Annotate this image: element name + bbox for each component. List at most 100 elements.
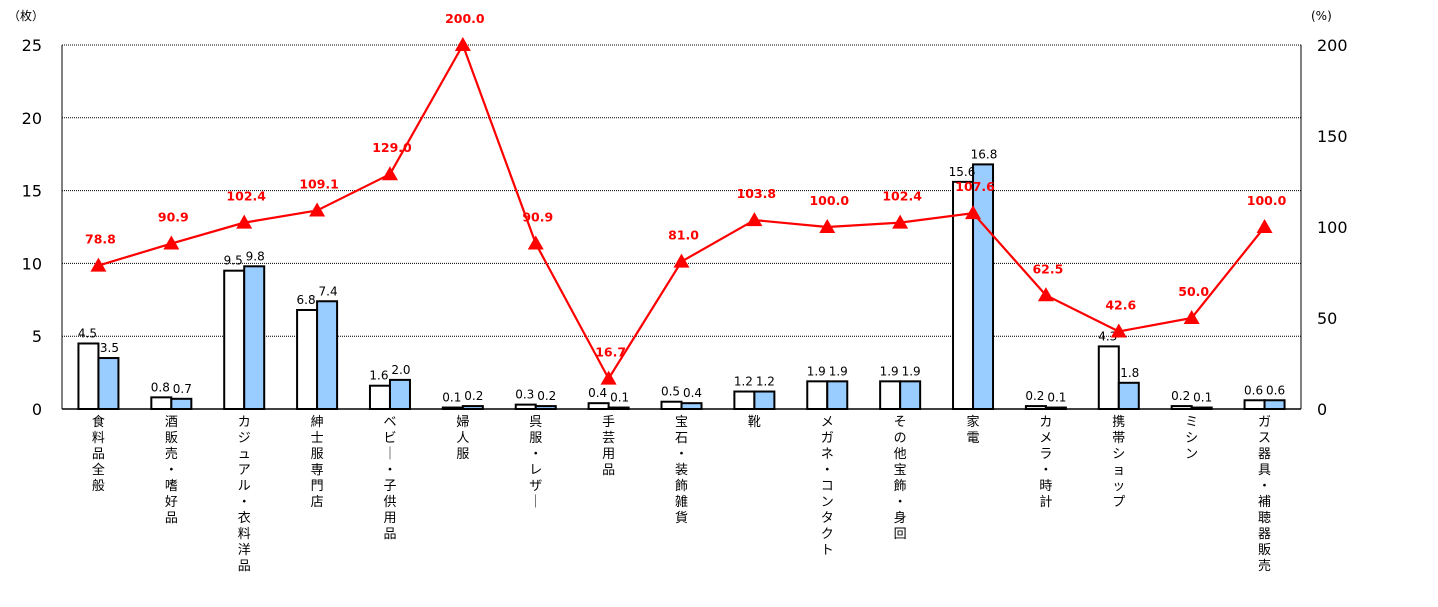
- bar-value-label-b: 0.1: [1193, 391, 1212, 405]
- category-label: 婦人服: [456, 414, 469, 462]
- bar-series-a: [77, 342, 100, 411]
- bar-value-label-a: 0.8: [151, 380, 170, 394]
- bar-value-label-b: 9.8: [246, 249, 265, 263]
- category-label-glyph: 服: [311, 447, 324, 462]
- category-label-glyph: ・: [238, 495, 251, 510]
- category-label-glyph: 婦: [456, 414, 469, 430]
- ratio-value-label: 42.6: [1105, 297, 1136, 312]
- ratio-marker: [600, 370, 617, 385]
- category-label-glyph: ベ: [383, 415, 396, 430]
- category-label-glyph: 靴: [748, 415, 761, 430]
- category-label-glyph: 手: [602, 415, 615, 430]
- bar-series-b: [170, 397, 193, 411]
- bar-series-a: [1170, 405, 1193, 411]
- bar-value-label-a: 1.2: [734, 375, 753, 389]
- category-label-glyph: 全: [92, 462, 105, 478]
- category-label-glyph: 好: [165, 495, 178, 510]
- bar-series-b: [461, 405, 484, 411]
- bar-series-b: [972, 163, 995, 410]
- category-label-glyph: 計: [1039, 494, 1052, 510]
- category-label-glyph: 売: [165, 446, 178, 462]
- category-label-glyph: カ: [1039, 415, 1052, 430]
- category-label-glyph: 宝: [894, 463, 907, 478]
- bar-value-label-b: 0.4: [683, 386, 702, 400]
- ratio-value-label: 107.6: [955, 179, 995, 194]
- category-label-glyph: ッ: [1112, 479, 1125, 494]
- category-label-glyph: 器: [1258, 527, 1271, 542]
- category-label-glyph: ガ: [1258, 415, 1271, 430]
- category-label-glyph: ・: [1039, 463, 1052, 478]
- ratio-value-label: 90.9: [522, 210, 553, 225]
- bar-series-b: [826, 380, 849, 410]
- ratio-marker: [454, 37, 471, 51]
- category-label-glyph: 嗜: [165, 479, 178, 494]
- ratio-line: [90, 37, 1273, 385]
- bar-value-label-a: 15.6: [949, 165, 976, 179]
- category-label-glyph: 人: [456, 431, 469, 446]
- ratio-value-label: 62.5: [1032, 261, 1063, 276]
- category-label-glyph: 芸: [602, 430, 615, 446]
- category-label-glyph: ト: [821, 543, 834, 558]
- category-label-glyph: 子: [383, 479, 396, 494]
- category-label: 酒販売・嗜好品: [165, 415, 178, 526]
- ratio-labels: 78.8 90.9 102.4 109.1 129.0 200.0 90.9 16.7 81.0…: [85, 11, 1287, 360]
- ratio-marker: [746, 212, 763, 227]
- bar-value-label-a: 4.3: [1098, 329, 1117, 343]
- category-label-glyph: レ: [529, 463, 542, 478]
- category-label-glyph: ュ: [238, 447, 251, 462]
- category-label-glyph: ・: [675, 447, 688, 462]
- category-label-glyph: 酒: [165, 415, 178, 430]
- ratio-value-label: 109.1: [299, 176, 339, 191]
- category-label-glyph: 食: [92, 414, 105, 430]
- ratio-marker: [673, 253, 690, 268]
- category-label-glyph: 品: [92, 447, 105, 462]
- bar-value-label-b: 1.2: [756, 375, 775, 389]
- category-label-glyph: 電: [967, 431, 980, 446]
- category-label-glyph: 料: [92, 431, 105, 446]
- category-label-glyph: 品: [165, 511, 178, 526]
- bar-value-label-b: 1.9: [829, 364, 848, 378]
- bar-series-a: [1243, 399, 1266, 411]
- bar-value-label-b: 0.7: [173, 382, 192, 396]
- category-label-glyph: 具: [1258, 463, 1271, 478]
- category-label-glyph: 携: [1112, 414, 1125, 430]
- ratio-marker: [236, 214, 253, 229]
- y-right-tick-label: 50: [1317, 309, 1337, 328]
- ratio-value-label: 200.0: [445, 11, 485, 26]
- category-label-glyph: 品: [383, 527, 396, 542]
- category-label-glyph: 飾: [894, 479, 907, 494]
- category-labels: 食料品全般酒販売・嗜好品カジュアル・衣料洋品紳士服専門店ベビ｜・子供用品婦人服呉…: [92, 414, 1271, 574]
- ratio-marker: [309, 202, 326, 217]
- bar-value-label-b: 0.6: [1266, 383, 1285, 397]
- y-left-tick-label: 5: [32, 327, 42, 346]
- category-label-glyph: 用: [602, 447, 615, 462]
- category-label: ベビ｜・子供用品: [383, 415, 396, 542]
- category-label-glyph: 品: [602, 463, 615, 478]
- category-label-glyph: ・: [821, 463, 834, 478]
- category-label-glyph: 販: [1258, 543, 1271, 558]
- y-right-unit: (%): [1311, 9, 1332, 23]
- ratio-marker: [819, 219, 836, 233]
- category-label-glyph: 料: [238, 527, 251, 542]
- category-label-glyph: ル: [238, 479, 251, 494]
- bar-series-a: [296, 308, 319, 411]
- ratio-marker: [163, 235, 180, 250]
- bar-series-b: [1263, 399, 1286, 411]
- category-label-glyph: 服: [456, 447, 469, 462]
- ratio-value-label: 129.0: [372, 140, 412, 155]
- y-right-tick-label: 100: [1317, 218, 1348, 237]
- category-label-glyph: ・: [529, 447, 542, 462]
- y-right-tick-label: 0: [1317, 400, 1327, 419]
- category-label-glyph: ラ: [1039, 447, 1052, 462]
- category-label-glyph: 時: [1039, 479, 1052, 494]
- bar-series-b: [243, 265, 266, 411]
- bar-series-b: [388, 378, 411, 411]
- category-label-glyph: ビ: [383, 431, 396, 446]
- category-label: 手芸用品: [602, 415, 615, 478]
- bar-series-a: [514, 403, 537, 410]
- bar-series-b: [1044, 406, 1067, 411]
- bar-series-a: [441, 406, 464, 411]
- ratio-value-label: 90.9: [158, 210, 189, 225]
- bar-value-label-a: 0.2: [1171, 389, 1190, 403]
